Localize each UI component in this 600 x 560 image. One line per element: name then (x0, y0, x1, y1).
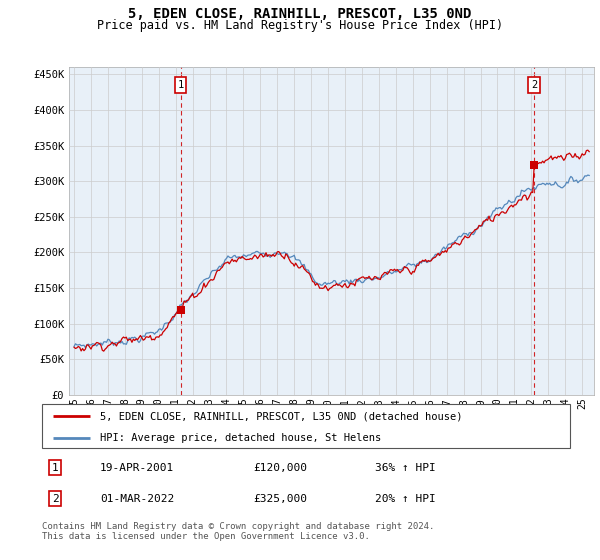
Text: £120,000: £120,000 (253, 463, 307, 473)
Text: 36% ↑ HPI: 36% ↑ HPI (374, 463, 436, 473)
Text: Contains HM Land Registry data © Crown copyright and database right 2024.
This d: Contains HM Land Registry data © Crown c… (42, 522, 434, 542)
Text: 2: 2 (52, 494, 59, 503)
Text: 5, EDEN CLOSE, RAINHILL, PRESCOT, L35 0ND: 5, EDEN CLOSE, RAINHILL, PRESCOT, L35 0N… (128, 7, 472, 21)
Text: £325,000: £325,000 (253, 494, 307, 503)
Text: 20% ↑ HPI: 20% ↑ HPI (374, 494, 436, 503)
Text: 1: 1 (178, 80, 184, 90)
Text: 01-MAR-2022: 01-MAR-2022 (100, 494, 175, 503)
Text: 19-APR-2001: 19-APR-2001 (100, 463, 175, 473)
Text: 1: 1 (52, 463, 59, 473)
FancyBboxPatch shape (42, 404, 570, 448)
Text: 5, EDEN CLOSE, RAINHILL, PRESCOT, L35 0ND (detached house): 5, EDEN CLOSE, RAINHILL, PRESCOT, L35 0N… (100, 412, 463, 422)
Text: Price paid vs. HM Land Registry's House Price Index (HPI): Price paid vs. HM Land Registry's House … (97, 19, 503, 32)
Text: HPI: Average price, detached house, St Helens: HPI: Average price, detached house, St H… (100, 433, 382, 444)
Text: 2: 2 (531, 80, 537, 90)
